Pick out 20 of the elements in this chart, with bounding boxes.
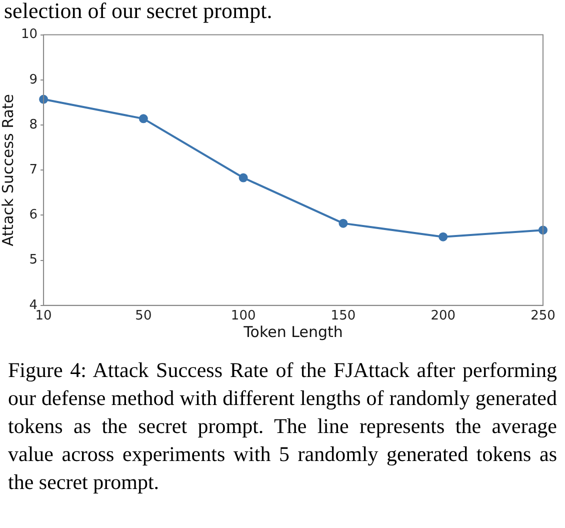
y-tick-label: 10 xyxy=(20,27,38,42)
y-tick-label: 4 xyxy=(29,298,38,313)
y-axis-title: Attack Success Rate xyxy=(0,94,17,246)
x-tick-label: 50 xyxy=(135,308,152,324)
text: selection of our secret prompt. xyxy=(3,0,274,24)
y-tick-label: 5 xyxy=(29,252,38,268)
y-tick-label: 9 xyxy=(29,72,38,88)
y-tick-label: 7 xyxy=(29,162,38,178)
y-tick-label: 6 xyxy=(29,208,38,223)
point xyxy=(338,218,348,228)
point xyxy=(438,232,448,242)
x-tick-label: 200 xyxy=(430,308,456,324)
point xyxy=(138,114,148,124)
caption: Figure 4: Attack Success Rate of the FJAttack after performing our defense method with different lengths of randomly generated tokens as the secret prompt. The line represents the average value across experiments with 5 randomly generated tokens as the secret prompt. xyxy=(7,357,558,496)
x-tick-label: 150 xyxy=(330,308,356,324)
x-tick-label: 250 xyxy=(530,308,556,324)
y-tick-label: 8 xyxy=(29,117,38,132)
x-tick-label: 100 xyxy=(230,308,256,324)
x-axis-title: Token Length xyxy=(242,322,343,341)
point xyxy=(238,173,248,182)
